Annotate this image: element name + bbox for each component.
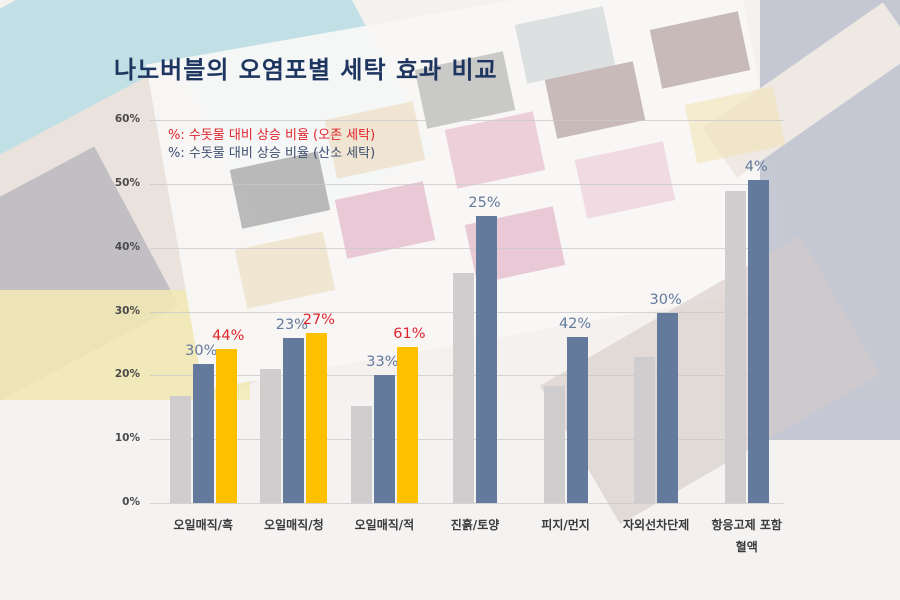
x-tick-label: 오일매직/흑 bbox=[173, 518, 234, 532]
gridline bbox=[150, 247, 784, 249]
y-tick-label: 40% bbox=[114, 240, 140, 253]
data-label-oxygen: 42% bbox=[558, 316, 592, 333]
data-label-oxygen: 30% bbox=[649, 291, 682, 308]
data-label-ozone: 27% bbox=[302, 312, 335, 329]
x-tick-label: 오일매직/청 bbox=[264, 518, 324, 532]
bar-tap-water bbox=[724, 190, 746, 503]
bar-tap-water bbox=[543, 386, 565, 503]
y-tick-label: 20% bbox=[114, 368, 140, 381]
gridline bbox=[150, 503, 784, 504]
bar-oxygen bbox=[373, 374, 395, 503]
legend: %: 수돗물 대비 상승 비율 (오존 세탁) %: 수돗물 대비 상승 비율 … bbox=[168, 127, 375, 163]
bar-tap-water bbox=[634, 356, 656, 503]
x-tick-label: 항응고제 포함 혈액 bbox=[711, 518, 782, 554]
bar-oxygen bbox=[657, 312, 679, 503]
bar-ozone bbox=[215, 349, 237, 503]
y-tick-label: 10% bbox=[114, 432, 140, 445]
data-label-oxygen: 30% bbox=[185, 342, 218, 359]
legend-oxygen-text: 수돗물 대비 상승 비율 (산소 세탁) bbox=[184, 146, 376, 161]
y-tick-label: 50% bbox=[114, 176, 140, 189]
y-tick-label: 0% bbox=[122, 496, 140, 508]
bar-ozone bbox=[396, 347, 418, 503]
y-tick-label: 30% bbox=[114, 304, 140, 317]
bar-oxygen bbox=[566, 337, 588, 503]
data-label-oxygen: 23% bbox=[275, 317, 308, 334]
y-tick-label: 60% bbox=[114, 113, 140, 125]
bar-oxygen bbox=[283, 338, 305, 503]
x-tick-label: 오일매직/적 bbox=[354, 518, 415, 532]
x-tick-label: 피지/먼지 bbox=[541, 518, 590, 532]
bar-oxygen bbox=[747, 180, 769, 503]
plot-area: 0% 10% 20% 30% 40% 50% 60% 30% 44% 23% 27% 33% 61% 25… bbox=[115, 113, 784, 508]
x-tick-label: 자외선차단제 bbox=[623, 518, 690, 532]
bar-tap-water bbox=[350, 405, 372, 503]
bar-oxygen bbox=[192, 363, 214, 503]
bar-tap-water bbox=[169, 395, 191, 503]
data-label-ozone: 44% bbox=[212, 328, 245, 345]
data-label-oxygen: 25% bbox=[468, 194, 501, 211]
legend-ozone: %: 수돗물 대비 상승 비율 (오존 세탁) bbox=[168, 127, 375, 145]
x-tick-label: 진흙/토양 bbox=[450, 518, 500, 532]
data-label-ozone: 61% bbox=[393, 326, 426, 343]
data-label-oxygen: 33% bbox=[366, 353, 399, 370]
bar-ozone bbox=[306, 333, 328, 503]
data-label-oxygen: 4% bbox=[744, 159, 768, 175]
legend-oxygen: %: 수돗물 대비 상승 비율 (산소 세탁) bbox=[168, 145, 375, 163]
legend-ozone-text: 수돗물 대비 상승 비율 (오존 세탁) bbox=[184, 128, 376, 143]
gridline bbox=[150, 120, 784, 121]
bar-tap-water bbox=[260, 368, 282, 503]
legend-oxygen-prefix: %: bbox=[168, 146, 185, 161]
legend-ozone-prefix: %: bbox=[168, 128, 185, 143]
bar-tap-water bbox=[453, 273, 474, 503]
chart-title: 나노버블의 오염포별 세탁 효과 비교 bbox=[114, 56, 498, 84]
bar-oxygen bbox=[476, 215, 497, 503]
gridline bbox=[150, 183, 784, 185]
